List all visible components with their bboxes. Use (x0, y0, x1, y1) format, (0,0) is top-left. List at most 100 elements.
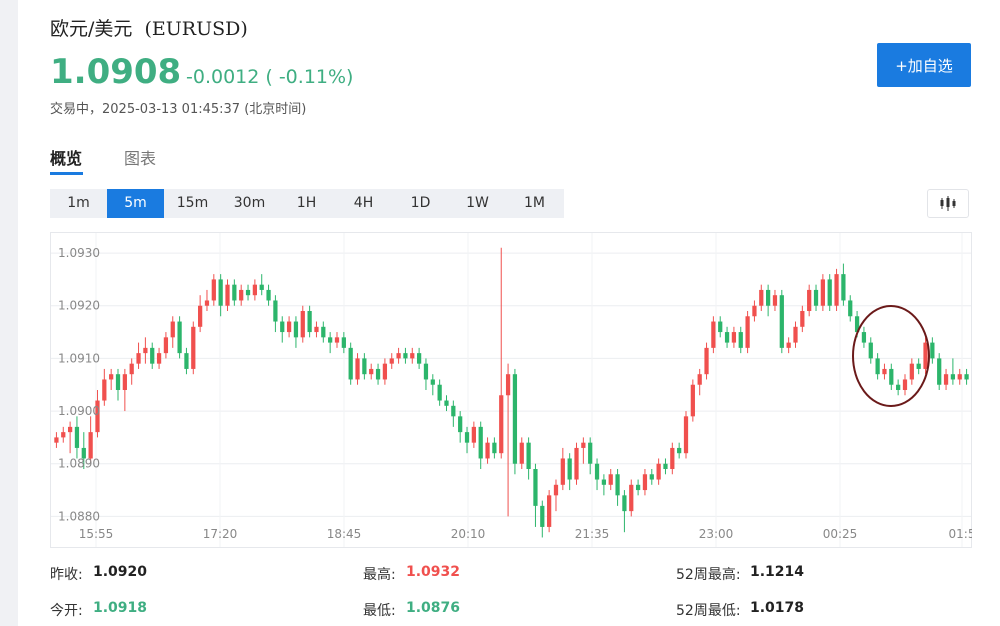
candle-body (163, 337, 169, 354)
candle-body (594, 463, 600, 480)
chart-svg: 1.0930 1.0920 1.0910 1.0900 1.0890 1.0880 15:5… (50, 232, 975, 548)
candle-body (772, 295, 778, 306)
x-tick-label: 17:20 (203, 527, 238, 541)
candle-body (232, 284, 237, 301)
candle-body (923, 342, 928, 369)
candle-body (252, 284, 257, 296)
prev-close-value: 1.0920 (93, 564, 148, 580)
candle-body (615, 474, 620, 496)
y-tick-label: 1.0880 (58, 509, 100, 523)
high-label: 最高: (363, 567, 396, 583)
candle-body (136, 353, 141, 364)
candle-body (683, 416, 689, 454)
x-tick-label: 21:35 (575, 527, 610, 541)
add-watchlist-button[interactable]: +加自选 (877, 43, 971, 87)
candle-body (273, 300, 278, 322)
candle-body (362, 358, 367, 375)
y-tick-label: 1.0930 (58, 246, 100, 260)
candle-body (348, 347, 353, 380)
candle-body (820, 279, 825, 306)
current-price: 1.0908 (50, 52, 182, 92)
left-sidebar-strip (0, 0, 18, 626)
candle-body (553, 484, 559, 496)
candle-body (204, 300, 210, 306)
candle-body (239, 289, 244, 301)
candle-body (211, 279, 216, 301)
interval-1w[interactable]: 1W (466, 195, 489, 211)
candle-body (752, 305, 757, 317)
candle-body (663, 463, 668, 469)
candle-body (218, 279, 223, 306)
tab-chart[interactable]: 图表 (124, 149, 157, 168)
candle-body (560, 458, 565, 485)
candle-body (943, 374, 949, 385)
candle-body (129, 363, 134, 375)
interval-1d[interactable]: 1D (410, 195, 431, 211)
candle-body (492, 442, 497, 454)
candle-body (355, 358, 360, 380)
candle-body (800, 311, 805, 327)
candle-body (964, 374, 969, 380)
candle-body (540, 505, 545, 527)
candle-body (786, 342, 791, 348)
candle-body (656, 463, 661, 480)
candle-body (875, 358, 880, 375)
candle-body (526, 442, 531, 469)
annotation-circle (852, 305, 930, 407)
candle-body (307, 311, 312, 333)
candle-body (245, 289, 251, 296)
candle-body (533, 469, 538, 506)
candle-body (184, 353, 189, 369)
candle-body (369, 368, 374, 375)
candle-body (868, 342, 873, 359)
active-tab-indicator (50, 172, 83, 175)
candle-body (622, 495, 627, 512)
candle-body (670, 447, 675, 469)
candlestick-chart[interactable]: 1.0930 1.0920 1.0910 1.0900 1.0890 1.0880 15:5… (50, 232, 975, 548)
x-tick-label: 18:45 (327, 527, 362, 541)
candle-body (854, 316, 860, 333)
pair-code: (EURUSD) (144, 18, 248, 40)
candle-body (601, 479, 607, 485)
candle-body (718, 321, 723, 333)
candle-body (382, 363, 388, 380)
candle-body (150, 347, 155, 364)
interval-15m[interactable]: 15m (176, 195, 209, 211)
interval-5m[interactable]: 5m (107, 189, 164, 218)
candle-body (109, 374, 114, 380)
w52-high-label: 52周最高: (676, 567, 741, 583)
candle-body (198, 305, 203, 327)
candle-body (902, 379, 908, 390)
candle-body (143, 347, 148, 354)
y-tick-label: 1.0900 (58, 404, 100, 418)
candle-body (328, 337, 333, 343)
candle-body (225, 284, 230, 306)
candle-body (115, 374, 121, 390)
trading-status: 交易中，2025-03-13 01:45:37 (北京时间) (50, 102, 307, 117)
interval-4h[interactable]: 4H (353, 195, 374, 211)
candle-body (916, 363, 921, 369)
interval-1m[interactable]: 1m (67, 195, 90, 211)
w52-low-value: 1.0178 (750, 600, 805, 616)
candle-body (512, 374, 518, 464)
candle-body (588, 442, 593, 464)
candle-body (451, 405, 456, 417)
interval-1h[interactable]: 1H (296, 195, 317, 211)
candle-body (697, 374, 702, 385)
candle-body (444, 400, 449, 406)
candle-body (375, 368, 381, 380)
candle-body (841, 274, 846, 301)
candle-body (458, 416, 463, 433)
tab-overview[interactable]: 概览 (50, 149, 83, 168)
candle-body (745, 316, 750, 348)
candle-body (896, 384, 901, 390)
candle-body (286, 321, 292, 333)
candle-body (642, 474, 648, 491)
chart-type-button[interactable] (927, 189, 969, 218)
candle-body (67, 426, 73, 433)
interval-30m[interactable]: 30m (233, 195, 266, 211)
candle-body (102, 379, 107, 401)
interval-1mo[interactable]: 1M (524, 195, 545, 211)
candle-body (690, 384, 695, 417)
candle-body (471, 426, 476, 443)
